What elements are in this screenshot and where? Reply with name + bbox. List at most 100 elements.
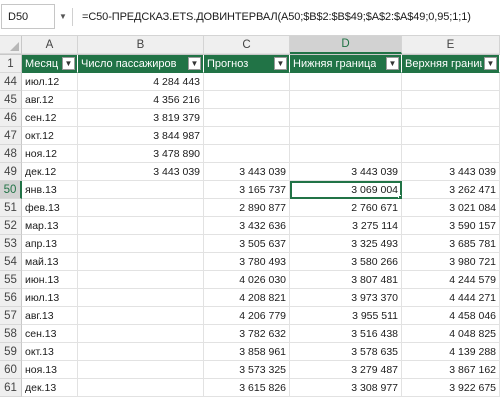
table-cell[interactable]: 3 780 493	[204, 253, 290, 271]
table-cell[interactable]: 2 890 877	[204, 199, 290, 217]
table-cell[interactable]: 3 590 157	[402, 217, 500, 235]
table-cell[interactable]: июл.12	[22, 73, 78, 91]
table-cell[interactable]	[78, 289, 204, 307]
column-header-b[interactable]: B	[78, 36, 204, 54]
table-cell[interactable]: окт.13	[22, 343, 78, 361]
table-cell[interactable]	[78, 253, 204, 271]
table-cell[interactable]: 3 955 511	[290, 307, 402, 325]
name-box[interactable]: D50	[1, 4, 55, 29]
table-cell[interactable]: 3 443 039	[290, 163, 402, 181]
table-cell[interactable]: сен.13	[22, 325, 78, 343]
row-header[interactable]: 44	[0, 73, 22, 91]
row-header[interactable]: 58	[0, 325, 22, 343]
table-cell[interactable]: 3 275 114	[290, 217, 402, 235]
table-cell[interactable]	[402, 91, 500, 109]
table-cell[interactable]: 3 858 961	[204, 343, 290, 361]
table-cell[interactable]: 3 867 162	[402, 361, 500, 379]
table-cell[interactable]	[78, 199, 204, 217]
table-cell[interactable]: дек.13	[22, 379, 78, 397]
filter-dropdown-icon[interactable]: ▼	[484, 57, 497, 70]
table-cell[interactable]: сен.12	[22, 109, 78, 127]
row-header[interactable]: 61	[0, 379, 22, 397]
filter-dropdown-icon[interactable]: ▼	[188, 57, 201, 70]
table-cell[interactable]: июн.13	[22, 271, 78, 289]
table-cell[interactable]	[402, 127, 500, 145]
table-cell[interactable]: 3 443 039	[402, 163, 500, 181]
table-cell[interactable]	[290, 73, 402, 91]
table-cell[interactable]: 3 308 977	[290, 379, 402, 397]
table-cell[interactable]	[204, 91, 290, 109]
table-cell[interactable]: 3 432 636	[204, 217, 290, 235]
table-cell[interactable]: 3 443 039	[204, 163, 290, 181]
row-header[interactable]: 59	[0, 343, 22, 361]
table-cell[interactable]: 4 048 825	[402, 325, 500, 343]
table-cell[interactable]	[402, 109, 500, 127]
table-cell[interactable]	[78, 361, 204, 379]
row-header[interactable]: 55	[0, 271, 22, 289]
table-cell[interactable]: 3 615 826	[204, 379, 290, 397]
filter-dropdown-icon[interactable]: ▼	[386, 57, 399, 70]
table-cell[interactable]: ноя.13	[22, 361, 78, 379]
table-cell[interactable]	[78, 271, 204, 289]
column-header-a[interactable]: A	[22, 36, 78, 54]
table-cell[interactable]	[290, 91, 402, 109]
table-cell[interactable]: 3 578 635	[290, 343, 402, 361]
table-header-cell[interactable]: Прогноз ▼	[204, 55, 290, 73]
table-cell[interactable]	[78, 181, 204, 199]
table-cell[interactable]	[78, 217, 204, 235]
chevron-down-icon[interactable]: ▼	[59, 11, 67, 21]
table-cell[interactable]	[402, 73, 500, 91]
table-cell[interactable]: 3 443 039	[78, 163, 204, 181]
formula-input[interactable]: =C50-ПРЕДСКАЗ.ETS.ДОВИНТЕРВАЛ(A50;$B$2:$…	[82, 10, 471, 23]
table-cell[interactable]: 3 980 721	[402, 253, 500, 271]
table-cell[interactable]: янв.13	[22, 181, 78, 199]
table-cell[interactable]: май.13	[22, 253, 78, 271]
column-header-c[interactable]: C	[204, 36, 290, 54]
table-cell[interactable]: 4 026 030	[204, 271, 290, 289]
table-cell[interactable]: 4 444 271	[402, 289, 500, 307]
row-header[interactable]: 51	[0, 199, 22, 217]
table-cell[interactable]: фев.13	[22, 199, 78, 217]
table-cell[interactable]: 3 819 379	[78, 109, 204, 127]
table-cell[interactable]	[290, 145, 402, 163]
filter-dropdown-icon[interactable]: ▼	[62, 57, 75, 70]
table-cell[interactable]	[204, 127, 290, 145]
row-header[interactable]: 46	[0, 109, 22, 127]
table-header-cell[interactable]: Число пассажиров ▼	[78, 55, 204, 73]
row-header[interactable]: 1	[0, 55, 22, 73]
table-cell[interactable]	[290, 127, 402, 145]
table-cell[interactable]: 3 782 632	[204, 325, 290, 343]
row-header[interactable]: 47	[0, 127, 22, 145]
fill-handle[interactable]	[398, 195, 401, 198]
table-header-cell[interactable]: Месяц ▼	[22, 55, 78, 73]
row-header[interactable]: 52	[0, 217, 22, 235]
table-cell[interactable]: 4 284 443	[78, 73, 204, 91]
row-header[interactable]: 53	[0, 235, 22, 253]
table-cell[interactable]: 2 760 671	[290, 199, 402, 217]
row-header[interactable]: 54	[0, 253, 22, 271]
table-cell[interactable]: 3 505 637	[204, 235, 290, 253]
table-cell[interactable]: апр.13	[22, 235, 78, 253]
table-cell[interactable]	[204, 145, 290, 163]
row-header[interactable]: 49	[0, 163, 22, 181]
table-cell[interactable]: 4 206 779	[204, 307, 290, 325]
table-cell[interactable]: 3 580 266	[290, 253, 402, 271]
table-cell[interactable]: 3 165 737	[204, 181, 290, 199]
table-cell[interactable]: 4 244 579	[402, 271, 500, 289]
table-cell[interactable]	[78, 379, 204, 397]
table-cell[interactable]: 3 478 890	[78, 145, 204, 163]
select-all-corner[interactable]	[0, 36, 22, 54]
table-cell[interactable]: авг.13	[22, 307, 78, 325]
table-header-cell[interactable]: Нижняя граница ▼	[290, 55, 402, 73]
table-cell[interactable]: окт.12	[22, 127, 78, 145]
row-header[interactable]: 57	[0, 307, 22, 325]
table-cell[interactable]	[402, 145, 500, 163]
column-header-d[interactable]: D	[290, 36, 402, 54]
table-cell[interactable]	[78, 307, 204, 325]
row-header[interactable]: 60	[0, 361, 22, 379]
table-cell[interactable]: 3 685 781	[402, 235, 500, 253]
table-cell[interactable]: июл.13	[22, 289, 78, 307]
table-cell[interactable]	[78, 325, 204, 343]
table-cell[interactable]: 3 516 438	[290, 325, 402, 343]
table-cell[interactable]: 4 356 216	[78, 91, 204, 109]
